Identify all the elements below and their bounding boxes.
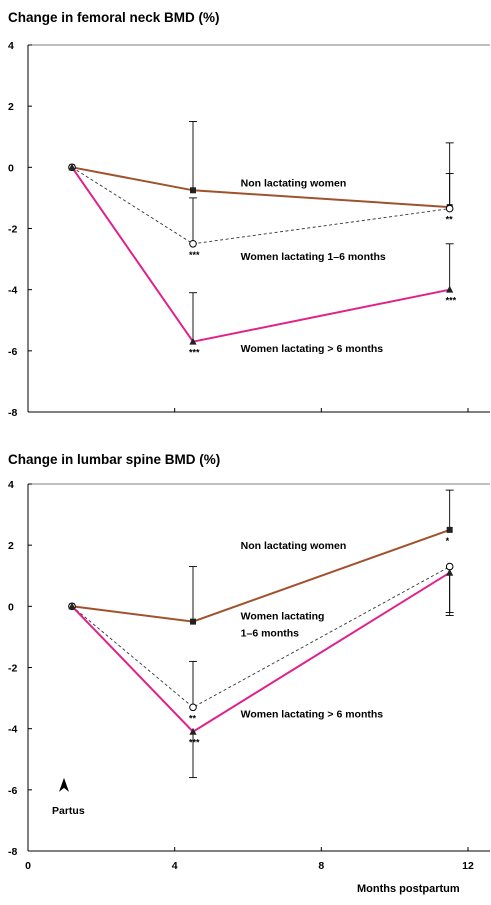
panel2-title: Change in lumbar spine BMD (%) <box>8 452 220 467</box>
y-tick-label: -4 <box>8 285 17 297</box>
significance-marker: *** <box>446 296 457 306</box>
data-point-triangle <box>189 337 197 345</box>
partus-label: Partus <box>52 805 85 817</box>
y-tick-label: 2 <box>8 101 14 113</box>
series-annotation: Women lactating <box>241 611 325 623</box>
data-point-circle <box>445 204 454 213</box>
y-tick-label: 4 <box>8 40 14 52</box>
x-tick-label: 0 <box>25 860 31 872</box>
series-annotation: Women lactating > 6 months <box>241 708 384 720</box>
y-tick-label: -6 <box>8 346 17 358</box>
significance-marker: *** <box>189 348 200 358</box>
data-point-circle <box>189 703 197 712</box>
significance-marker: *** <box>189 738 200 748</box>
series-annotation: Women lactating > 6 months <box>241 343 384 355</box>
series-annotation: 1–6 months <box>241 627 300 639</box>
y-tick-label: 2 <box>8 540 14 552</box>
y-tick-label: -8 <box>8 407 17 419</box>
panel1-title: Change in femoral neck BMD (%) <box>8 10 220 25</box>
data-point-triangle <box>446 568 454 576</box>
significance-marker: * <box>446 536 450 546</box>
y-tick-label: 4 <box>8 479 14 491</box>
x-axis-label: Months postpartum <box>357 883 460 895</box>
significance-marker: ** <box>446 215 454 225</box>
series-annotation: Non lactating women <box>241 178 347 190</box>
data-point-triangle <box>68 602 76 610</box>
partus-arrow-icon <box>59 777 69 792</box>
y-tick-label: -8 <box>8 846 17 858</box>
x-tick-label: 4 <box>172 860 178 872</box>
data-point-square <box>190 618 196 625</box>
x-tick-label: 12 <box>462 860 474 872</box>
y-tick-label: 0 <box>8 601 14 613</box>
data-point-triangle <box>189 727 197 735</box>
y-tick-label: -4 <box>8 724 17 736</box>
data-point-triangle <box>446 285 454 293</box>
significance-marker: *** <box>189 250 200 260</box>
significance-marker: ** <box>189 713 197 723</box>
data-point-square <box>446 526 453 533</box>
y-tick-label: -2 <box>8 663 17 675</box>
y-tick-label: -6 <box>8 785 17 797</box>
series-line-lactating-1-6 <box>71 566 450 708</box>
series-annotation: Non lactating women <box>241 540 347 552</box>
x-tick-label: 8 <box>318 860 324 872</box>
data-point-square <box>190 187 196 194</box>
y-tick-label: 0 <box>8 162 14 174</box>
series-annotation: Women lactating 1–6 months <box>241 251 386 263</box>
data-point-triangle <box>68 163 76 171</box>
y-tick-label: -2 <box>8 224 17 236</box>
data-point-circle <box>189 239 197 248</box>
